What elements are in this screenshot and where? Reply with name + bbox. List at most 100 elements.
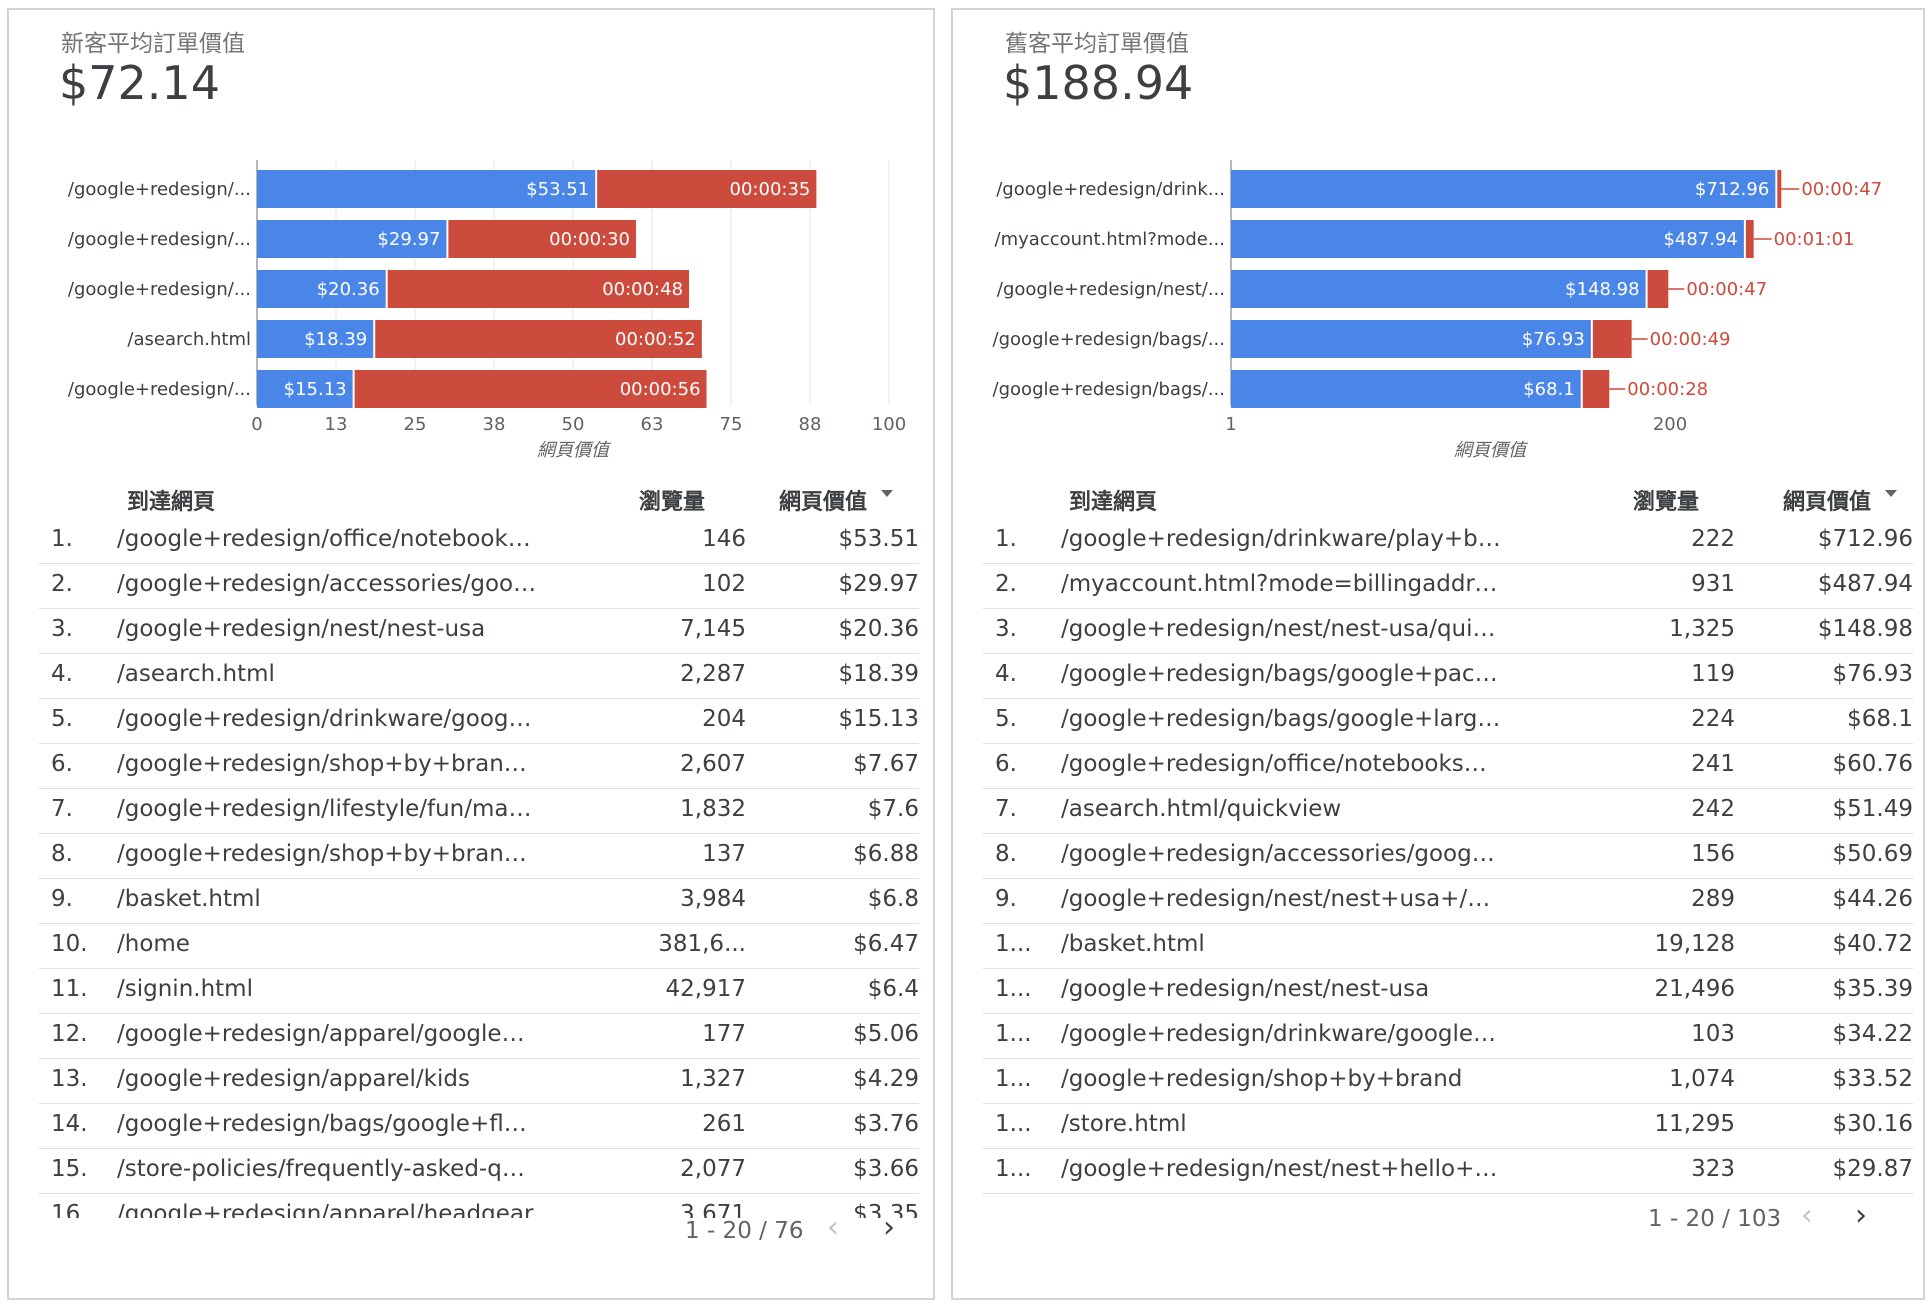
row-index: 7. <box>51 796 73 822</box>
column-header-page[interactable]: 到達網頁 <box>127 490 216 515</box>
table-row[interactable]: 13. /google+redesign/apparel/kids 1,327 $4.… <box>39 1058 919 1104</box>
next-page-button[interactable]: › <box>883 1210 895 1245</box>
kpi-value: $72.14 <box>59 56 220 110</box>
landing-page-cell: /store-policies/frequently-asked-questio… <box>117 1156 537 1182</box>
table-row[interactable]: 1... /google+redesign/nest/nest-usa 21,496… <box>983 968 1913 1014</box>
row-index: 1... <box>995 1021 1032 1047</box>
table-row[interactable]: 15. /store-policies/frequently-asked-ques… <box>39 1148 919 1194</box>
pageviews-cell: 42,917 <box>665 976 746 1002</box>
page-value-cell: $3.76 <box>853 1111 919 1137</box>
bar-duration <box>354 370 707 408</box>
prev-page-button[interactable]: ‹ <box>1801 1198 1813 1233</box>
x-tick-label: 100 <box>872 414 906 435</box>
landing-page-cell: /google+redesign/accessories/google+sep.… <box>117 571 537 597</box>
pageviews-cell: 1,325 <box>1669 616 1735 642</box>
table-row[interactable]: 8. /google+redesign/accessories/google+se… <box>983 833 1913 879</box>
x-tick-label: 0 <box>251 414 262 435</box>
table-row[interactable]: 1... /google+redesign/drinkware/google+16… <box>983 1013 1913 1059</box>
table-row[interactable]: 3. /google+redesign/nest/nest-usa 7,145 $20… <box>39 608 919 654</box>
table-row[interactable]: 9. /google+redesign/nest/nest+usa+/nest+s… <box>983 878 1913 924</box>
row-index: 1... <box>995 931 1032 957</box>
column-header-value[interactable]: 網頁價值 <box>1783 484 1898 516</box>
table-row[interactable]: 1. /google+redesign/drinkware/play+black+… <box>983 518 1913 564</box>
row-index: 10. <box>51 931 88 957</box>
bar-data-label: $15.13 <box>284 379 347 400</box>
landing-page-cell: /google+redesign/bags/google+flat+front+… <box>117 1111 537 1137</box>
table-row[interactable]: 1... /google+redesign/nest/nest+hello+usa… <box>983 1148 1913 1194</box>
table-row[interactable]: 6. /google+redesign/office/notebooks+jour… <box>983 743 1913 789</box>
bar-data-label: 00:00:30 <box>549 229 630 250</box>
landing-page-cell: /google+redesign/apparel/headgear <box>117 1201 534 1218</box>
table-row[interactable]: 1... /google+redesign/shop+by+brand 1,074 $… <box>983 1058 1913 1104</box>
landing-page-cell: /basket.html <box>117 886 261 912</box>
table-row[interactable]: 4. /google+redesign/bags/google+packable+… <box>983 653 1913 699</box>
landing-page-cell: /google+redesign/bags/google+large+tote+… <box>1061 706 1501 732</box>
page-value-cell: $6.4 <box>867 976 919 1002</box>
table-row[interactable]: 2. /google+redesign/accessories/google+se… <box>39 563 919 609</box>
pageviews-cell: 1,327 <box>680 1066 746 1092</box>
row-index: 9. <box>51 886 73 912</box>
table-row[interactable]: 14. /google+redesign/bags/google+flat+fro… <box>39 1103 919 1149</box>
bar-chart: 0 13 25 38 50 63 75 88 100 網頁價值/google+redesign/.… <box>68 160 906 461</box>
table-row[interactable]: 5. /google+redesign/bags/google+large+tot… <box>983 698 1913 744</box>
table-row[interactable]: 11. /signin.html 42,917 $6.4 <box>39 968 919 1014</box>
page-value-cell: $4.29 <box>853 1066 919 1092</box>
category-label: /myaccount.html?mode... <box>995 229 1225 250</box>
next-page-button[interactable]: › <box>1855 1198 1867 1233</box>
table-row[interactable]: 7. /google+redesign/lifestyle/fun/malibu+… <box>39 788 919 834</box>
table-row[interactable]: 1. /google+redesign/office/notebooks+jour… <box>39 518 919 564</box>
row-index: 1... <box>995 1066 1032 1092</box>
table-row[interactable]: 1... /store.html 11,295 $30.16 <box>983 1103 1913 1149</box>
table-row[interactable]: 6. /google+redesign/shop+by+brand/google 2… <box>39 743 919 789</box>
page-value-cell: $6.47 <box>853 931 919 957</box>
table-row[interactable]: 1... /basket.html 19,128 $40.72 <box>983 923 1913 969</box>
table-row[interactable]: 12. /google+redesign/apparel/google+tee+w… <box>39 1013 919 1059</box>
landing-page-cell: /google+redesign/nest/nest-usa/quickview <box>1061 616 1501 642</box>
pageviews-cell: 3,671 <box>680 1201 746 1218</box>
table-row[interactable]: 8. /google+redesign/shop+by+brand/waze+b.… <box>39 833 919 879</box>
column-header-views[interactable]: 瀏覽量 <box>639 490 706 515</box>
column-header-value[interactable]: 網頁價值 <box>779 484 894 516</box>
landing-page-cell: /google+redesign/drinkware/google+16oz+t… <box>1061 1021 1501 1047</box>
table-row[interactable]: 4. /asearch.html 2,287 $18.39 <box>39 653 919 699</box>
bar-data-label: $20.36 <box>317 279 380 300</box>
table-row[interactable]: 2. /myaccount.html?mode=billingaddress 931… <box>983 563 1913 609</box>
x-axis-label: 網頁價值 <box>537 440 612 461</box>
column-header-views[interactable]: 瀏覽量 <box>1633 490 1700 515</box>
row-index: 2. <box>51 571 73 597</box>
bar-duration <box>597 170 817 208</box>
landing-page-cell: /google+redesign/nest/nest-usa <box>1061 976 1430 1002</box>
pagination-label: 1 - 20 / 76 <box>685 1218 804 1244</box>
category-label: /google+redesign/... <box>68 279 251 300</box>
table-row[interactable]: 3. /google+redesign/nest/nest-usa/quickvi… <box>983 608 1913 654</box>
row-index: 1... <box>995 1111 1032 1137</box>
category-label: /google+redesign/bags/... <box>993 379 1225 400</box>
landing-page-cell: /store.html <box>1061 1111 1187 1137</box>
page-value-cell: $18.39 <box>838 661 919 687</box>
category-label: /google+redesign/... <box>68 379 251 400</box>
column-header-page[interactable]: 到達網頁 <box>1069 490 1158 515</box>
pageviews-cell: 204 <box>702 706 746 732</box>
landing-page-cell: /google+redesign/nest/nest-usa <box>117 616 486 642</box>
x-tick-label: 25 <box>404 414 427 435</box>
page-value-cell: $3.35 <box>853 1201 919 1218</box>
category-label: /google+redesign/... <box>68 179 251 200</box>
table-row[interactable]: 9. /basket.html 3,984 $6.8 <box>39 878 919 924</box>
page-value-cell: $15.13 <box>838 706 919 732</box>
bar-data-label: 00:00:47 <box>1801 179 1882 200</box>
kpi-label: 舊客平均訂單價值 <box>1005 31 1189 57</box>
table-row[interactable]: 7. /asearch.html/quickview 242 $51.49 <box>983 788 1913 834</box>
page-value-cell: $29.87 <box>1832 1156 1913 1182</box>
prev-page-button[interactable]: ‹ <box>827 1210 839 1245</box>
new-customer-panel: 新客平均訂單價值 $72.14 0 13 25 38 50 63 75 88 100 網頁價值/g… <box>7 8 935 1300</box>
bar-data-label: 00:00:28 <box>1627 379 1708 400</box>
page-value-cell: $44.26 <box>1832 886 1913 912</box>
table-row[interactable]: 10. /home 381,6... $6.47 <box>39 923 919 969</box>
table-row[interactable]: 16. /google+redesign/apparel/headgear 3,67… <box>39 1193 919 1218</box>
page-value-cell: $487.94 <box>1817 571 1913 597</box>
table-row[interactable]: 5. /google+redesign/drinkware/google+ther… <box>39 698 919 744</box>
row-index: 9. <box>995 886 1017 912</box>
column-header-value-label: 網頁價值 <box>779 490 868 515</box>
bar-data-label: 00:00:49 <box>1650 329 1731 350</box>
row-index: 8. <box>51 841 73 867</box>
